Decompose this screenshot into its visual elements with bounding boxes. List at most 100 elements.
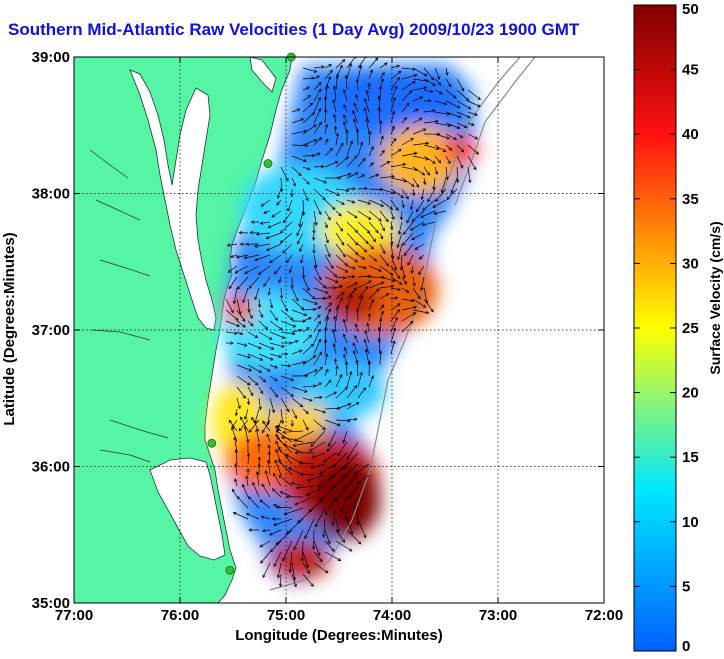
- velocity-arrow: [275, 529, 293, 545]
- colorbar-tick-label: 25: [682, 320, 699, 337]
- velocity-arrow-head: [247, 382, 251, 386]
- velocity-arrow: [368, 131, 371, 146]
- velocity-arrow: [274, 265, 282, 275]
- velocity-arrow: [256, 232, 271, 235]
- velocity-arrow-head: [412, 282, 416, 287]
- velocity-arrow-head: [397, 70, 402, 75]
- velocity-arrow: [236, 309, 246, 322]
- velocity-arrow-head: [394, 296, 399, 300]
- velocity-arrow: [434, 78, 441, 86]
- velocity-arrow: [422, 221, 436, 226]
- velocity-arrow: [266, 434, 271, 443]
- x-tick-label: 73:00: [479, 607, 517, 624]
- velocity-arrow-head: [341, 201, 345, 205]
- velocity-arrow: [302, 188, 309, 201]
- velocity-arrow: [319, 463, 337, 475]
- velocity-arrow-head: [328, 379, 332, 384]
- velocity-arrow-head: [270, 346, 275, 350]
- velocity-arrow-head: [342, 89, 347, 93]
- velocity-arrow-head: [343, 114, 347, 118]
- velocity-arrow: [379, 350, 382, 366]
- velocity-arrow-head: [351, 274, 356, 279]
- velocity-arrow: [282, 243, 293, 254]
- velocity-arrow-head: [317, 314, 321, 318]
- velocity-arrow: [234, 265, 249, 274]
- velocity-arrow: [390, 297, 398, 300]
- velocity-arrow-head: [368, 130, 372, 135]
- velocity-arrow-head: [378, 218, 382, 222]
- velocity-arrow-head: [341, 539, 346, 543]
- velocity-arrow-head: [413, 305, 418, 310]
- velocity-arrow: [260, 221, 271, 224]
- velocity-arrow-head: [394, 316, 398, 321]
- velocity-arrow-head: [231, 488, 236, 493]
- velocity-arrow: [390, 232, 393, 245]
- velocity-arrow: [302, 317, 312, 322]
- velocity-arrow-head: [354, 259, 359, 263]
- velocity-arrow-head: [234, 331, 238, 335]
- velocity-arrow: [273, 473, 282, 487]
- velocity-arrow: [344, 347, 348, 355]
- velocity-arrow-head: [418, 271, 422, 276]
- velocity-arrow: [401, 67, 416, 70]
- velocity-arrow: [368, 243, 374, 250]
- velocity-arrow-head: [286, 259, 290, 264]
- velocity-arrow-head: [294, 451, 299, 455]
- velocity-arrow-head: [257, 304, 262, 308]
- velocity-arrow-head: [298, 223, 302, 228]
- velocity-arrow-head: [445, 176, 449, 181]
- velocity-arrow: [302, 102, 313, 113]
- velocity-arrow-head: [262, 420, 266, 425]
- velocity-arrow-head: [418, 117, 423, 121]
- velocity-arrow-head: [392, 327, 397, 331]
- velocity-arrow: [302, 287, 315, 300]
- velocity-arrow: [368, 232, 376, 242]
- velocity-arrow-head: [258, 346, 262, 350]
- velocity-arrow-head: [408, 90, 413, 94]
- velocity-arrow: [324, 369, 329, 377]
- velocity-arrow-head: [432, 82, 436, 86]
- velocity-arrow: [368, 375, 374, 388]
- velocity-arrow: [272, 488, 282, 498]
- velocity-arrow-head: [271, 409, 276, 414]
- velocity-arrow-head: [310, 343, 315, 348]
- velocity-arrow: [364, 339, 370, 355]
- colorbar-tick-label: 40: [682, 126, 699, 143]
- velocity-arrow: [412, 298, 427, 308]
- velocity-arrow-head: [278, 583, 283, 588]
- velocity-arrow-head: [249, 231, 254, 235]
- velocity-arrow: [335, 518, 340, 533]
- velocity-arrow: [352, 110, 359, 124]
- velocity-arrow-head: [294, 415, 298, 419]
- velocity-arrow-head: [436, 146, 440, 150]
- velocity-arrow-head: [311, 112, 315, 116]
- velocity-arrow: [401, 276, 407, 285]
- velocity-arrow: [236, 298, 241, 315]
- velocity-arrow: [335, 156, 349, 168]
- velocity-arrow: [379, 121, 382, 135]
- velocity-arrow: [379, 221, 385, 231]
- velocity-arrow-head: [332, 85, 337, 89]
- velocity-arrow: [231, 419, 238, 429]
- velocity-arrow: [262, 420, 271, 432]
- velocity-arrow-head: [316, 75, 320, 79]
- velocity-arrow: [346, 529, 361, 545]
- velocity-arrow-head: [328, 295, 332, 299]
- velocity-arrow: [291, 108, 300, 113]
- velocity-arrow-head: [274, 459, 278, 464]
- velocity-arrow-head: [234, 412, 239, 417]
- velocity-arrow-head: [264, 326, 269, 330]
- velocity-arrow: [412, 128, 426, 135]
- velocity-arrow-head: [333, 358, 338, 362]
- velocity-arrow-head: [266, 433, 270, 438]
- velocity-arrow-head: [250, 220, 255, 224]
- velocity-arrow: [434, 122, 451, 127]
- y-tick-label: 38:00: [32, 186, 70, 203]
- velocity-arrow: [324, 379, 332, 388]
- velocity-arrow: [435, 188, 447, 202]
- velocity-arrow-head: [337, 557, 342, 561]
- velocity-arrow-head: [322, 196, 326, 201]
- velocity-arrow: [390, 111, 395, 124]
- velocity-arrow: [313, 97, 321, 113]
- velocity-arrow-head: [292, 443, 297, 448]
